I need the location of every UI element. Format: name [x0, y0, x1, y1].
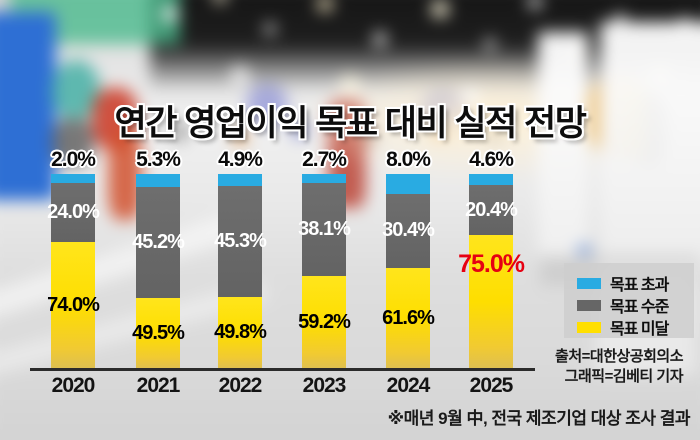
legend-item-exceed: 목표 초과 — [577, 272, 694, 294]
credit-graphic: 그래픽=김베티 기자 — [564, 368, 684, 385]
segment-exceed-2023 — [302, 174, 346, 183]
segment-below-2024: 61.6% — [382, 268, 435, 369]
value-label-exceed-2024: 8.0% — [386, 148, 431, 171]
segment-below-2021: 49.5% — [132, 297, 185, 369]
segment-meet-2025: 20.4% — [465, 185, 518, 236]
segment-below-2020: 74.0% — [47, 241, 100, 369]
legend-label-meet: 목표 수준 — [610, 299, 669, 316]
segment-meet-2023: 38.1% — [298, 183, 351, 277]
value-label-meet-2025: 20.4% — [465, 198, 518, 221]
segment-exceed-2022 — [218, 174, 262, 186]
segment-meet-2022: 45.3% — [214, 186, 267, 297]
value-label-meet-2021: 45.2% — [132, 230, 185, 253]
segment-below-2022: 49.8% — [214, 296, 267, 369]
value-label-below-2024: 61.6% — [382, 307, 435, 330]
segment-exceed-2021 — [136, 174, 180, 187]
bar-2020: 2.0% 24.0% 74.0% — [47, 148, 100, 369]
value-label-below-2022: 49.8% — [214, 321, 267, 344]
bg-white-wall-1 — [538, 32, 588, 260]
segment-meet-2020: 24.0% — [47, 183, 100, 242]
segment-exceed-2025 — [469, 174, 513, 186]
value-label-exceed-2025: 4.6% — [469, 148, 514, 171]
value-label-exceed-2020: 2.0% — [51, 148, 96, 171]
segment-below-2023: 59.2% — [298, 276, 351, 369]
legend-swatch-meet — [577, 299, 601, 311]
chart-title: 연간 영업이익 목표 대비 실적 전망 — [114, 104, 587, 143]
value-label-exceed-2023: 2.7% — [302, 148, 347, 171]
value-label-meet-2023: 38.1% — [298, 218, 351, 241]
value-label-below-2025: 75.0% — [458, 250, 525, 279]
x-axis-line — [30, 368, 535, 371]
legend-label-below: 목표 미달 — [610, 321, 669, 338]
footnote: ※매년 9월 中, 전국 제조기업 대상 조사 결과 — [387, 409, 691, 428]
x-label-2021: 2021 — [136, 374, 181, 397]
value-label-meet-2024: 30.4% — [382, 219, 435, 242]
value-label-below-2023: 59.2% — [298, 311, 351, 334]
segment-exceed-2020 — [51, 174, 95, 183]
bg-blue-booth-panel — [0, 12, 56, 200]
legend-swatch-below — [577, 321, 601, 333]
legend-swatch-exceed — [577, 277, 601, 289]
bg-dark-blob — [52, 118, 94, 166]
credit-source: 출처=대한상공회의소 — [555, 348, 683, 365]
legend-item-meet: 목표 수준 — [577, 294, 694, 316]
bg-white-wall-2 — [600, 22, 700, 272]
value-label-below-2021: 49.5% — [132, 321, 185, 344]
credits: 출처=대한상공회의소 그래픽=김베티 기자 — [555, 347, 683, 387]
segment-meet-2021: 45.2% — [132, 186, 185, 298]
x-label-2025: 2025 — [469, 374, 514, 397]
value-label-exceed-2022: 4.9% — [218, 148, 263, 171]
legend: 목표 초과 목표 수준 목표 미달 — [564, 263, 694, 338]
value-label-meet-2022: 45.3% — [214, 229, 267, 252]
segment-meet-2024: 30.4% — [382, 193, 435, 269]
legend-label-exceed: 목표 초과 — [610, 277, 669, 294]
x-label-2023: 2023 — [302, 374, 347, 397]
bg-blue-tape — [578, 246, 590, 254]
legend-item-below: 목표 미달 — [577, 316, 694, 338]
bar-2024: 8.0% 30.4% 61.6% — [382, 148, 435, 369]
value-label-meet-2020: 24.0% — [47, 200, 100, 223]
x-label-2020: 2020 — [51, 374, 96, 397]
bar-2025: 4.6% 20.4% 75.0% — [458, 148, 525, 369]
bar-2023: 2.7% 38.1% 59.2% — [298, 148, 351, 369]
segment-below-2025: 75.0% — [458, 235, 525, 369]
value-label-exceed-2021: 5.3% — [136, 148, 181, 171]
value-label-below-2020: 74.0% — [47, 293, 100, 316]
bar-2021: 5.3% 45.2% 49.5% — [132, 148, 185, 369]
x-label-2022: 2022 — [218, 374, 263, 397]
x-label-2024: 2024 — [386, 374, 431, 397]
segment-exceed-2024 — [386, 174, 430, 194]
bar-2022: 4.9% 45.3% 49.8% — [214, 148, 267, 369]
